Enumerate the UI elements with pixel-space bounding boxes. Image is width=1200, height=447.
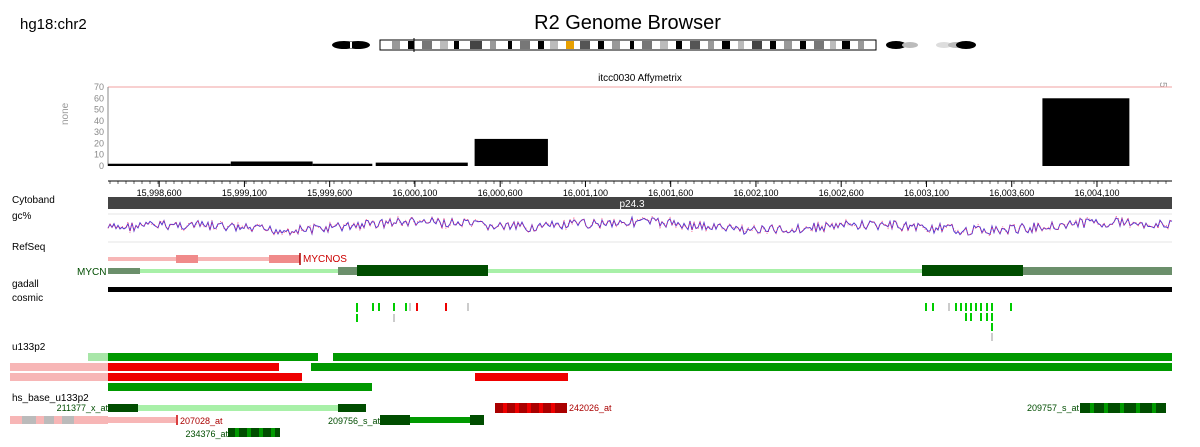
chromosome-p-arm-left xyxy=(332,41,370,49)
y-tick-label: 70 xyxy=(94,82,104,92)
gene-label-mycn: MYCN xyxy=(77,267,106,278)
probe-label: 207028_at xyxy=(180,416,223,426)
plot-bar xyxy=(1042,98,1130,166)
probe-209757-s-at[interactable]: 209757_s_at xyxy=(1027,403,1166,413)
chromosome-band-region[interactable] xyxy=(379,38,877,52)
probe-label: 242026_at xyxy=(569,403,612,413)
ruler-major-ticks: 15,998,600 15,999,100 15,999,600 16,000,100… xyxy=(137,181,1119,198)
assembly-label: hg18:chr2 xyxy=(20,16,87,33)
gc-percent-line xyxy=(107,215,1173,236)
probe-211377-x-at[interactable]: 211377_x_at xyxy=(57,403,366,413)
y-tick-label: 30 xyxy=(94,127,104,137)
plot-bar xyxy=(312,163,373,166)
plot-title: itcc0030 Affymetrix xyxy=(598,73,682,84)
track-label-gadall: gadall xyxy=(12,279,39,290)
plot-bar xyxy=(375,162,468,166)
ruler-minor-ticks xyxy=(109,181,1167,184)
plot-bar xyxy=(230,161,313,166)
probe-label: 209757_s_at xyxy=(1027,403,1080,413)
y-tick-label: 40 xyxy=(94,116,104,126)
gene-label-mycnos: MYCNOS xyxy=(303,254,347,265)
probe-234376-at[interactable]: 234376_at xyxy=(185,428,280,439)
page-title: R2 Genome Browser xyxy=(534,12,721,34)
gc-percent-line-dots xyxy=(107,215,1173,238)
ruler-tick-label: 16,003,600 xyxy=(989,188,1034,198)
cosmic-marks[interactable] xyxy=(356,303,1012,341)
cytoband-bar[interactable] xyxy=(108,197,1172,209)
track-label-u133p2: u133p2 xyxy=(12,342,46,353)
track-label-refseq: RefSeq xyxy=(12,242,45,253)
probe-label: 234376_at xyxy=(185,429,228,439)
ruler-tick-label: 15,999,100 xyxy=(222,188,267,198)
chromosome-other-arms xyxy=(886,41,976,49)
gene-mycn[interactable]: MYCN xyxy=(77,265,1172,278)
gadall-bar[interactable] xyxy=(108,287,1172,292)
ruler-tick-label: 15,998,600 xyxy=(137,188,182,198)
plot-bar xyxy=(474,138,548,166)
probe-209756-s-at[interactable]: 209756_s_at xyxy=(328,415,484,426)
chromosome-ideogram[interactable] xyxy=(330,38,990,52)
track-label-gc: gc% xyxy=(12,211,32,222)
track-label-cosmic: cosmic xyxy=(12,293,43,304)
probe-207028-at[interactable]: 207028_at xyxy=(10,415,223,426)
cytoband-name: p24.3 xyxy=(619,199,644,210)
ruler-tick-label: 16,002,100 xyxy=(733,188,778,198)
ruler-tick-label: 16,004,100 xyxy=(1074,188,1119,198)
u133p2-features[interactable] xyxy=(10,353,1172,391)
ruler-tick-label: 16,003,100 xyxy=(904,188,949,198)
plot-bars xyxy=(108,98,1130,166)
y-tick-label: 10 xyxy=(94,150,104,160)
probe-242026-at[interactable]: 242026_at xyxy=(495,403,612,413)
y-tick-label: 20 xyxy=(94,138,104,148)
gene-mycnos[interactable]: MYCNOS xyxy=(108,253,347,265)
ruler-tick-label: 16,002,600 xyxy=(819,188,864,198)
y-tick-label: 60 xyxy=(94,93,104,103)
ruler-tick-label: 15,999,600 xyxy=(307,188,352,198)
y-tick-label: 0 xyxy=(99,161,104,171)
track-label-cytoband: Cytoband xyxy=(12,195,55,206)
ruler-tick-label: 16,000,600 xyxy=(478,188,523,198)
y-tick-label: 50 xyxy=(94,105,104,115)
plot-bar xyxy=(108,163,231,166)
probe-label: 211377_x_at xyxy=(57,403,109,413)
ruler-tick-label: 16,001,100 xyxy=(563,188,608,198)
ruler-tick-label: 16,001,600 xyxy=(648,188,693,198)
probe-label: 209756_s_at xyxy=(328,416,381,426)
track-label-hs-base: hs_base_u133p2 xyxy=(12,393,89,404)
ruler-tick-label: 16,000,100 xyxy=(392,188,437,198)
